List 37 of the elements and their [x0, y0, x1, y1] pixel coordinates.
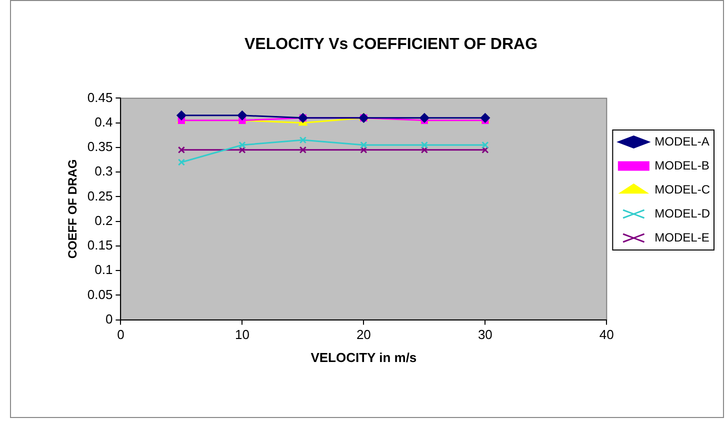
legend-label: MODEL-B: [654, 158, 710, 172]
x-axis-title: VELOCITY in m/s: [310, 350, 417, 365]
y-tick-label: 0: [105, 311, 113, 326]
x-tick-label: 20: [356, 327, 371, 342]
legend-label: MODEL-D: [654, 206, 710, 220]
point: [360, 141, 368, 149]
point: [299, 146, 307, 154]
legend-label: MODEL-A: [654, 134, 710, 148]
y-tick-label: 0.25: [87, 188, 113, 204]
point: [420, 146, 428, 154]
chart-title: VELOCITY Vs COEFFICIENT OF DRAG: [244, 36, 538, 54]
y-tick-label: 0.3: [94, 164, 113, 179]
point: [178, 158, 186, 166]
x-tick-label: 10: [234, 327, 250, 342]
legend-label: MODEL-E: [654, 230, 710, 244]
point: [176, 110, 186, 120]
point: [360, 146, 368, 154]
point: [238, 146, 246, 154]
point: [238, 141, 246, 149]
y-tick-label: 0.35: [87, 139, 113, 154]
x-tick-label: 30: [478, 327, 492, 342]
y-axis-title: COEFF OF DRAG: [66, 159, 80, 259]
y-tick-label: 0.2: [94, 212, 113, 228]
y-tick-label: 0.15: [87, 238, 113, 253]
legend-label: MODEL-C: [654, 182, 710, 196]
point: [482, 141, 489, 149]
point: [178, 146, 186, 154]
y-tick-label: 0.4: [94, 114, 113, 130]
y-tick-label: 0.1: [94, 262, 113, 278]
x-tick-label: 40: [599, 327, 614, 342]
x-tick-label: 0: [117, 327, 124, 342]
point: [299, 136, 307, 144]
point: [237, 110, 247, 120]
y-tick-label: 0.45: [87, 90, 113, 105]
point: [420, 141, 428, 149]
y-tick-label: 0.05: [87, 286, 113, 302]
point: [482, 146, 489, 154]
